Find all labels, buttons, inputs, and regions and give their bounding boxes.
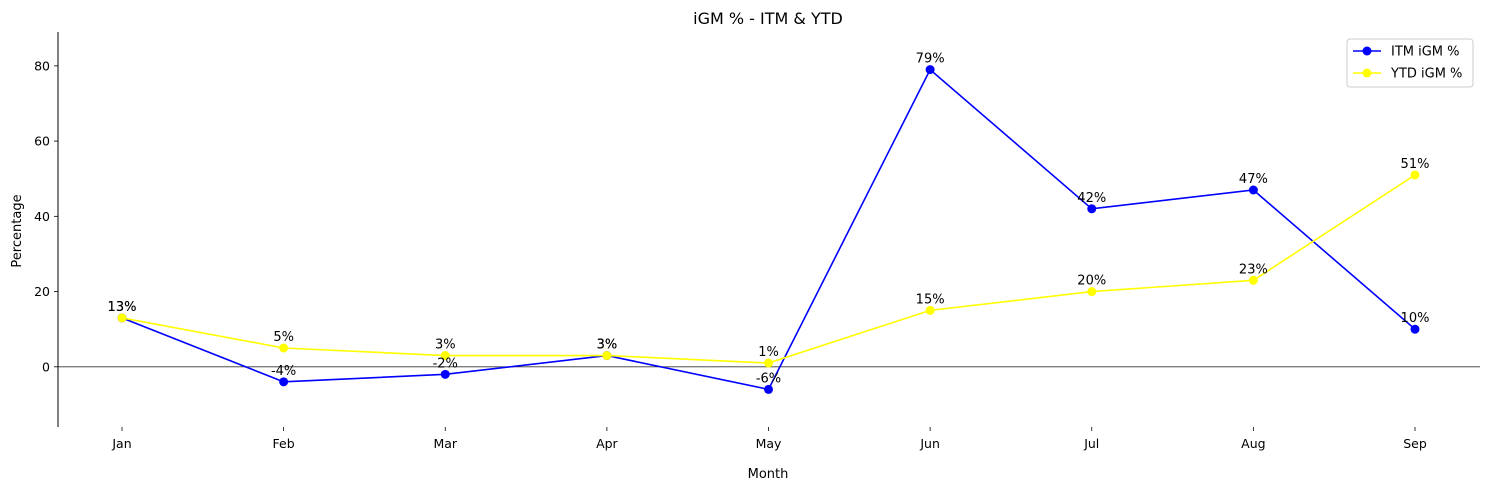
legend-label: YTD iGM % bbox=[1390, 67, 1462, 82]
data-label: 13% bbox=[108, 300, 137, 315]
x-tick-label: Jun bbox=[919, 436, 940, 451]
x-axis-ticks: Jan Feb Mar Apr May Jun Jul Aug Sep bbox=[111, 427, 1427, 451]
data-point bbox=[1410, 324, 1420, 334]
legend-item: ITM iGM % bbox=[1353, 45, 1460, 60]
data-label: -6% bbox=[756, 371, 781, 386]
x-tick-label: Apr bbox=[596, 436, 618, 451]
y-axis-label: Percentage bbox=[10, 194, 25, 267]
data-label: 15% bbox=[916, 292, 945, 307]
data-label: -2% bbox=[433, 356, 458, 371]
data-point bbox=[1248, 275, 1258, 285]
y-tick-label: 80 bbox=[34, 58, 50, 73]
y-tick-label: 40 bbox=[34, 209, 50, 224]
data-label: 47% bbox=[1239, 172, 1268, 187]
data-label: 10% bbox=[1401, 311, 1430, 326]
data-label: -4% bbox=[271, 364, 296, 379]
data-point bbox=[1410, 170, 1420, 180]
series-layer bbox=[117, 65, 1420, 394]
y-tick-label: 60 bbox=[34, 134, 50, 149]
data-point bbox=[764, 358, 773, 368]
data-label: 23% bbox=[1239, 262, 1268, 277]
data-label: 20% bbox=[1077, 274, 1106, 289]
data-point bbox=[279, 377, 289, 387]
data-label: 42% bbox=[1077, 191, 1106, 206]
data-point bbox=[440, 351, 450, 361]
x-tick-label: Jan bbox=[111, 436, 131, 451]
chart-title: iGM % - ITM & YTD bbox=[693, 9, 843, 28]
data-point bbox=[925, 65, 935, 75]
data-point bbox=[602, 351, 612, 361]
legend-label: ITM iGM % bbox=[1391, 45, 1460, 60]
data-label: 51% bbox=[1401, 157, 1430, 172]
data-point bbox=[764, 384, 773, 394]
x-tick-label: Jul bbox=[1083, 436, 1099, 451]
data-label: 1% bbox=[758, 345, 779, 360]
legend-item: YTD iGM % bbox=[1353, 67, 1462, 82]
data-point bbox=[925, 305, 935, 315]
data-point bbox=[1087, 287, 1097, 297]
data-label: 13% bbox=[108, 300, 137, 315]
series-ytd bbox=[117, 170, 1420, 368]
data-point bbox=[440, 369, 450, 379]
data-label: 3% bbox=[435, 338, 456, 353]
data-label: 5% bbox=[273, 330, 294, 345]
y-tick-label: 20 bbox=[34, 284, 50, 299]
series-line bbox=[121, 68, 1416, 391]
data-labels: 13%-4%-2%3%-6%79%42%47%10%13%5%3% 3%1%15%… bbox=[108, 52, 1430, 387]
y-tick-label: 0 bbox=[42, 359, 50, 374]
data-label: 3% bbox=[597, 338, 618, 353]
series-line bbox=[121, 174, 1416, 364]
x-axis-label: Month bbox=[748, 467, 789, 482]
x-tick-label: May bbox=[756, 436, 782, 451]
data-point bbox=[1248, 185, 1258, 195]
data-point bbox=[279, 343, 289, 353]
y-axis-ticks: 0 20 40 60 80 bbox=[34, 58, 58, 374]
legend: ITM iGM % YTD iGM % bbox=[1346, 38, 1474, 88]
data-point bbox=[1087, 204, 1097, 214]
legend-swatch-marker bbox=[1362, 68, 1372, 78]
data-label: 3% bbox=[597, 338, 618, 353]
x-tick-label: Sep bbox=[1403, 436, 1427, 451]
x-tick-label: Mar bbox=[433, 436, 457, 451]
data-point bbox=[117, 313, 127, 323]
legend-swatch-marker bbox=[1362, 46, 1372, 56]
x-tick-label: Feb bbox=[273, 436, 295, 451]
x-tick-label: Aug bbox=[1241, 436, 1265, 451]
data-label: 79% bbox=[916, 52, 945, 67]
